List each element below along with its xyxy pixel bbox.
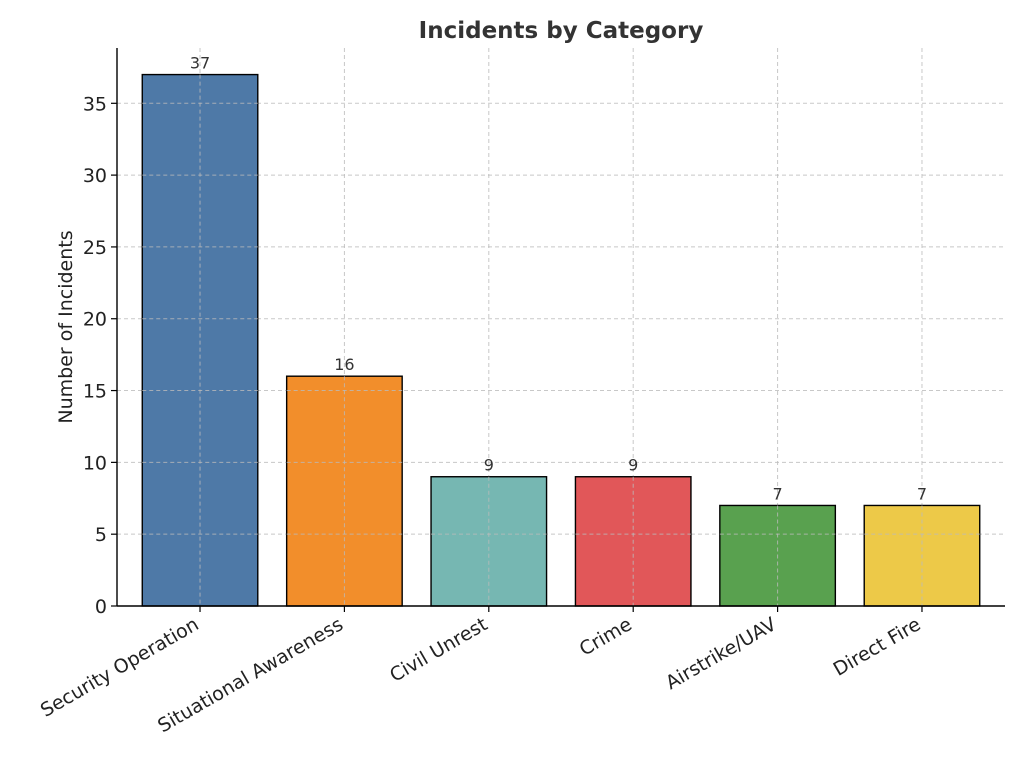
x-tick-label: Direct Fire <box>830 613 925 680</box>
x-tick-label: Crime <box>576 613 636 660</box>
data-label: 7 <box>772 484 782 503</box>
y-tick-label: 15 <box>83 381 107 403</box>
y-axis-label: Number of Incidents <box>55 230 77 423</box>
data-label: 37 <box>190 54 210 73</box>
y-tick-label: 20 <box>83 309 107 331</box>
y-tick-label: 0 <box>95 596 107 618</box>
y-tick-label: 30 <box>83 165 107 187</box>
x-tick-label: Airstrike/UAV <box>662 613 780 694</box>
data-label: 16 <box>334 355 354 374</box>
bars-group <box>141 73 981 607</box>
data-label: 9 <box>484 456 494 475</box>
y-tick-label: 5 <box>95 524 107 546</box>
x-tick-label: Civil Unrest <box>386 613 491 686</box>
y-tick-label: 25 <box>83 237 107 259</box>
data-label: 7 <box>917 484 927 503</box>
axes-group <box>116 48 1005 607</box>
data-labels-group: 37 16 9 9 7 7 <box>190 54 927 504</box>
data-label: 9 <box>628 456 638 475</box>
y-tick-label: 35 <box>83 93 107 115</box>
chart-title: Incidents by Category <box>419 18 704 44</box>
y-ticks-group: 0 5 10 15 20 25 30 35 <box>83 93 117 618</box>
y-tick-label: 10 <box>83 452 107 474</box>
